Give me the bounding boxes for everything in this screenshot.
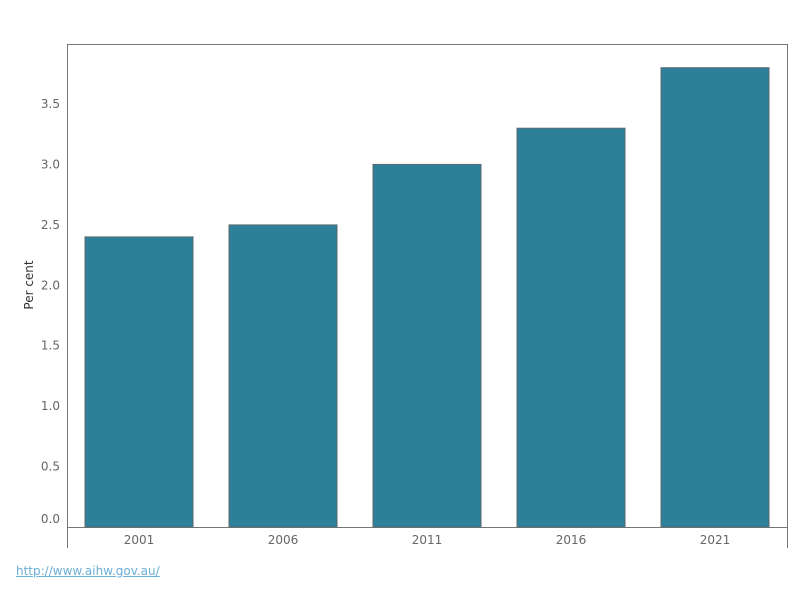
x-tick-label-2011: 2011 bbox=[412, 533, 443, 547]
x-tick-label-2006: 2006 bbox=[268, 533, 299, 547]
x-tick-label-2021: 2021 bbox=[700, 533, 731, 547]
x-tick-label-2001: 2001 bbox=[124, 533, 155, 547]
x-tick-label-2016: 2016 bbox=[556, 533, 587, 547]
bar-2021[interactable] bbox=[660, 67, 770, 528]
y-tick-label-0.5: 0.5 bbox=[41, 460, 60, 474]
y-tick-label-3.0: 3.0 bbox=[41, 157, 60, 171]
y-tick-label-2.5: 2.5 bbox=[41, 218, 60, 232]
bar-2011[interactable] bbox=[372, 163, 482, 528]
bars bbox=[84, 67, 770, 528]
bar-2016[interactable] bbox=[516, 127, 626, 528]
y-tick-label-1.0: 1.0 bbox=[41, 399, 60, 413]
y-tick-label-2.0: 2.0 bbox=[41, 278, 60, 292]
source-link[interactable]: http://www.aihw.gov.au/ bbox=[16, 564, 160, 578]
y-tick-label-3.5: 3.5 bbox=[41, 97, 60, 111]
y-axis-title: Per cent bbox=[22, 260, 36, 310]
x-tick-labels: 2001 2006 2011 2016 2021 bbox=[124, 533, 731, 547]
y-ticks: 0.0 0.5 1.0 1.5 2.0 2.5 3.0 3.5 bbox=[41, 97, 60, 526]
y-tick-label-0.0: 0.0 bbox=[41, 512, 60, 526]
y-tick-label-1.5: 1.5 bbox=[41, 339, 60, 353]
bar-chart: 0.0 0.5 1.0 1.5 2.0 2.5 3.0 3.5 2001 2006 2011 201… bbox=[22, 44, 788, 548]
bar-2001[interactable] bbox=[84, 236, 194, 528]
bar-2006[interactable] bbox=[228, 224, 338, 528]
